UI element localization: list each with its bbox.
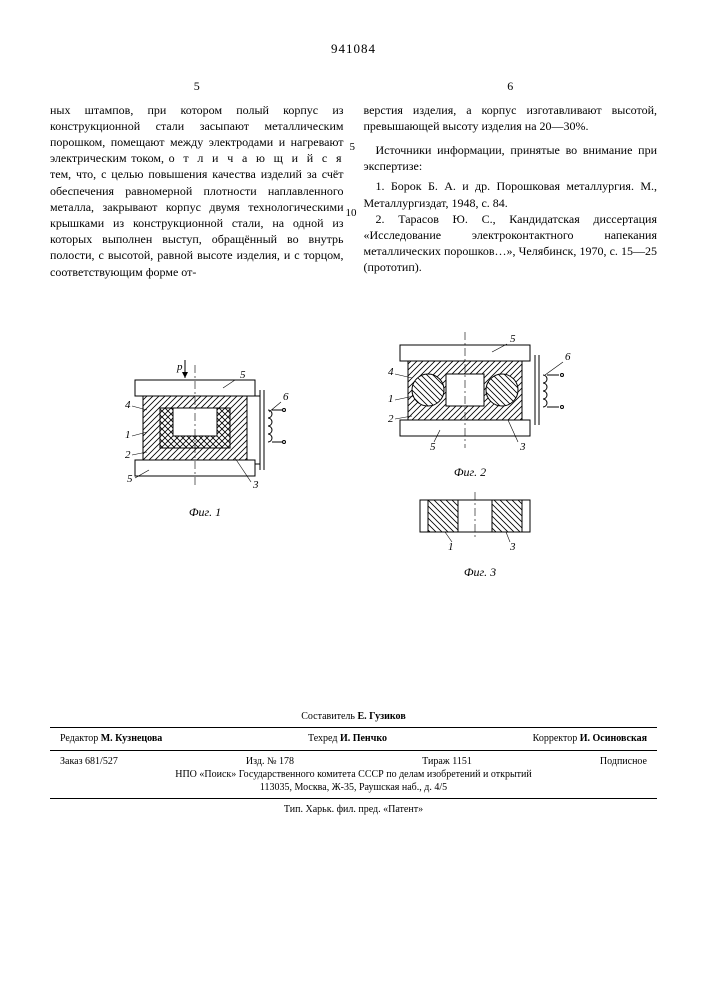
sources-heading: Источники информации, принятые во вниман… [364, 142, 658, 174]
figures-area: p 5 4 1 2 5 [50, 320, 657, 600]
figure-2: 5 4 1 2 5 3 6 Фиг. 2 [370, 330, 590, 480]
address: 113035, Москва, Ж-35, Раушская наб., д. … [50, 781, 657, 794]
callout: 6 [565, 351, 571, 363]
credits-row: Редактор М. Кузнецова Техред И. Пенчко К… [50, 732, 657, 746]
callout: 1 [448, 541, 454, 553]
callout: 5 [240, 369, 246, 381]
callout: 5 [430, 441, 436, 453]
line-number: 5 [350, 140, 356, 155]
document-number: 941084 [50, 40, 657, 58]
corrector: Корректор И. Осиновская [533, 732, 647, 746]
reference-1: 1. Борок Б. А. и др. Порошковая металлур… [364, 178, 658, 210]
organization: НПО «Поиск» Государственного комитета СС… [50, 768, 657, 781]
reference-2: 2. Тарасов Ю. С., Кандидатская диссертац… [364, 211, 658, 276]
figure-3-svg: 1 3 [400, 490, 560, 560]
left-paragraph: ных штампов, при котором полый корпус из… [50, 102, 344, 280]
callout: 3 [252, 479, 259, 491]
callout: 2 [125, 449, 131, 461]
order-number: Заказ 681/527 [60, 755, 118, 769]
figure-1-svg: p 5 4 1 2 5 [105, 360, 305, 500]
text-segment: тем, что, с целью повышения качества изд… [50, 167, 344, 278]
callout: 5 [510, 333, 516, 345]
callout: 1 [388, 393, 394, 405]
callout: 4 [125, 399, 131, 411]
printer: Тип. Харьк. фил. пред. «Патент» [50, 803, 657, 816]
label: Составитель [301, 711, 355, 722]
callout: 1 [125, 429, 131, 441]
subscription: Подписное [600, 755, 647, 769]
callout: 3 [509, 541, 516, 553]
callout: 4 [388, 366, 394, 378]
figure-3: 1 3 Фиг. 3 [400, 490, 560, 580]
text-columns: 5 ных штампов, при котором полый корпус … [50, 78, 657, 280]
edition-number: Изд. № 178 [246, 755, 294, 769]
callout: 5 [127, 473, 133, 485]
tech-editor: Техред И. Пенчко [308, 732, 387, 746]
editor: Редактор М. Кузнецова [60, 732, 162, 746]
text-emphasis: о т л и ч а ю щ и й с я [169, 151, 344, 165]
footer: Составитель Е. Гузиков Редактор М. Кузне… [50, 710, 657, 817]
figure-2-svg: 5 4 1 2 5 3 6 [370, 330, 590, 460]
callout: 6 [283, 391, 289, 403]
figure-1-label: Фиг. 1 [105, 504, 305, 520]
callout: 3 [519, 441, 526, 453]
figure-1: p 5 4 1 2 5 [105, 360, 305, 520]
page-number-left: 5 [50, 78, 344, 94]
callout: 2 [388, 413, 394, 425]
circulation: Тираж 1151 [422, 755, 472, 769]
figure-3-label: Фиг. 3 [400, 564, 560, 580]
line-number: 10 [346, 206, 357, 221]
right-column: 5 10 6 верстия изделия, а корпус изготав… [364, 78, 658, 280]
right-paragraph-1: верстия изделия, а корпус изготавливают … [364, 102, 658, 134]
left-column: 5 ных штампов, при котором полый корпус … [50, 78, 344, 280]
page-number-right: 6 [364, 78, 658, 94]
value: Е. Гузиков [358, 711, 406, 722]
figure-2-label: Фиг. 2 [350, 464, 590, 480]
compiler-line: Составитель Е. Гузиков [50, 710, 657, 724]
callout-p: p [176, 361, 183, 373]
print-info-row: Заказ 681/527 Изд. № 178 Тираж 1151 Подп… [50, 755, 657, 769]
